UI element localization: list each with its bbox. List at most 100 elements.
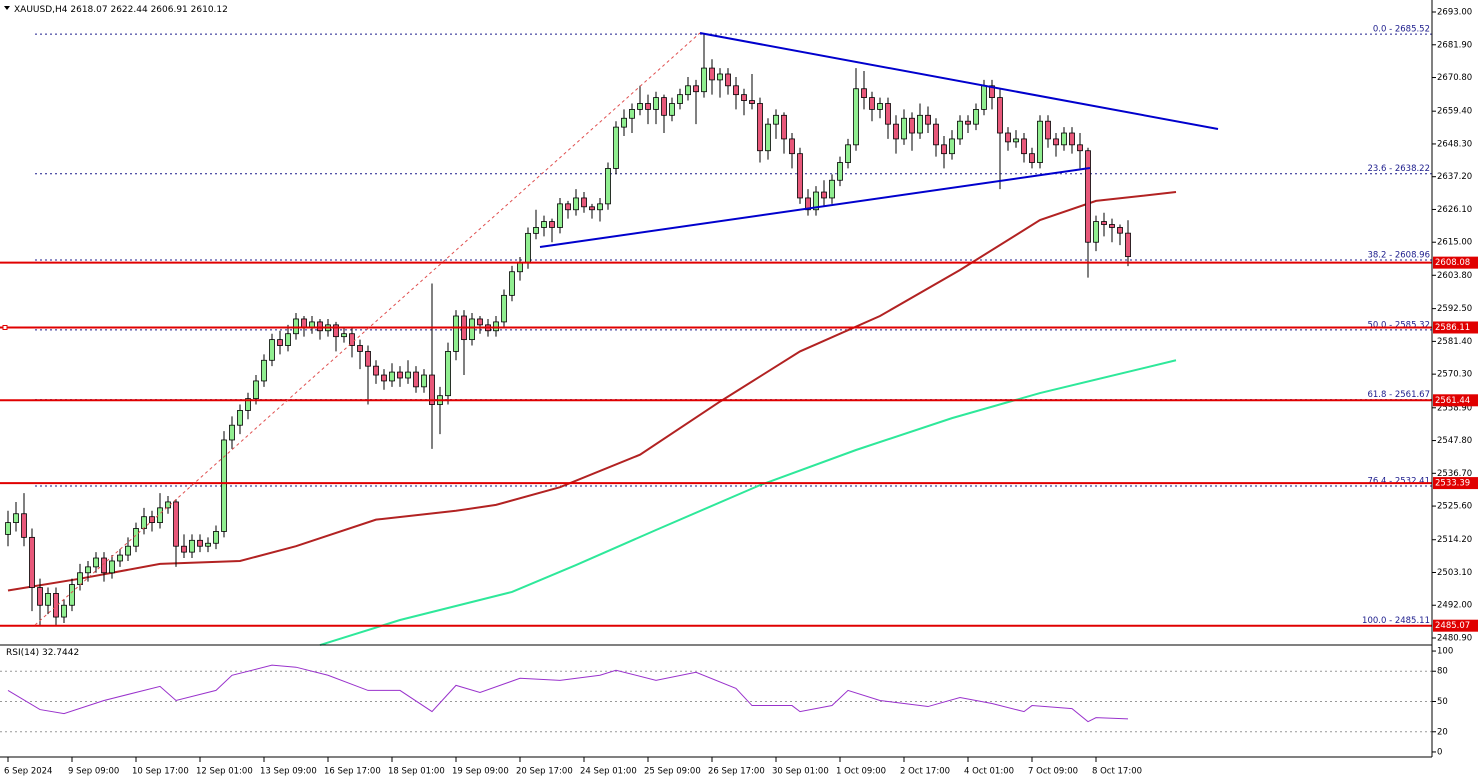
candle-body [53, 593, 59, 618]
candle-body [645, 103, 651, 110]
trend-line [539, 167, 1091, 248]
rsi-tick-label: 20 [1437, 727, 1448, 737]
fib-label: 76.4 - 2532.41 [1367, 476, 1430, 486]
candle-body [29, 536, 35, 588]
candle-body [813, 191, 819, 211]
candle-body [853, 88, 859, 146]
x-tick-label: 18 Sep 01:00 [388, 767, 445, 777]
y-tick-label: 2693.00 [1437, 8, 1472, 18]
rsi-tick-label: 100 [1437, 647, 1453, 657]
trend-line [699, 32, 1219, 130]
y-tick-label: 2615.00 [1437, 238, 1472, 248]
candle-body [141, 516, 147, 529]
x-tick-label: 10 Sep 17:00 [132, 767, 189, 777]
candle-body [525, 232, 531, 264]
candle-body [685, 85, 691, 96]
chart-header: XAUUSD,H4 2618.07 2622.44 2606.91 2610.1… [14, 5, 228, 15]
x-tick-label: 9 Sep 09:00 [68, 767, 119, 777]
candle-body [133, 528, 139, 547]
price-box-label: 2586.11 [1435, 323, 1470, 333]
candle-body [1061, 132, 1067, 146]
candle-body [293, 318, 299, 335]
y-tick-label: 2547.80 [1437, 436, 1472, 446]
candle-body [677, 94, 683, 104]
y-tick-label: 2514.20 [1437, 535, 1472, 545]
candle-body [125, 545, 131, 556]
candle-body [37, 587, 43, 606]
candle-body [205, 542, 211, 547]
candle-body [109, 560, 115, 574]
x-tick-label: 12 Sep 01:00 [196, 767, 253, 777]
x-tick-label: 8 Oct 17:00 [1092, 767, 1142, 777]
candle-body [781, 114, 787, 140]
y-tick-label: 2626.10 [1437, 205, 1472, 215]
y-tick-label: 2648.30 [1437, 139, 1472, 149]
candle-body [709, 67, 715, 81]
x-tick-label: 30 Sep 01:00 [772, 767, 829, 777]
candle-body [421, 374, 427, 388]
price-box-label: 2485.07 [1435, 621, 1470, 631]
candle-body [1109, 224, 1115, 228]
candle-body [605, 168, 611, 205]
candle-body [157, 507, 163, 524]
rsi-tick-label: 0 [1437, 747, 1442, 757]
fib-label: 23.6 - 2638.22 [1367, 164, 1430, 174]
candle-body [909, 117, 915, 134]
candle-body [501, 294, 507, 323]
candle-body [869, 97, 875, 110]
candle-body [1069, 132, 1075, 146]
candle-body [301, 318, 307, 329]
candle-body [1053, 138, 1059, 146]
candle-body [181, 545, 187, 553]
candle-body [765, 123, 771, 152]
candle-body [629, 109, 635, 119]
y-tick-label: 2536.70 [1437, 469, 1472, 479]
candle-body [149, 516, 155, 524]
candle-body [797, 153, 803, 199]
candle-body [429, 374, 435, 405]
price-box [1433, 321, 1478, 334]
candle-body [1077, 144, 1083, 152]
candle-body [1013, 138, 1019, 143]
candle-body [549, 221, 555, 228]
candle-body [661, 97, 667, 116]
candle-body [341, 333, 347, 338]
candle-body [13, 513, 19, 524]
candle-body [117, 554, 123, 562]
candle-body [61, 604, 67, 618]
candle-body [861, 88, 867, 99]
candle-body [269, 339, 275, 361]
fib-base-line [34, 32, 701, 626]
y-tick-label: 2525.60 [1437, 502, 1472, 512]
candle-body [261, 359, 267, 382]
moving-average [319, 359, 1177, 647]
x-tick-label: 19 Sep 09:00 [452, 767, 509, 777]
candle-body [213, 531, 219, 544]
candle-body [757, 103, 763, 152]
fib-label: 61.8 - 2561.67 [1367, 390, 1430, 400]
collapse-icon [4, 6, 10, 10]
candle-body [653, 97, 659, 110]
price-box-label: 2608.08 [1435, 258, 1470, 268]
candle-body [637, 103, 643, 110]
candle-body [221, 439, 227, 532]
candle-body [621, 117, 627, 128]
candle-body [1125, 232, 1131, 258]
x-tick-label: 26 Sep 17:00 [708, 767, 765, 777]
candle-body [717, 73, 723, 81]
x-tick-label: 20 Sep 17:00 [516, 767, 573, 777]
candle-body [5, 522, 11, 535]
candle-body [85, 566, 91, 574]
price-box [1433, 619, 1478, 632]
candle-body [917, 114, 923, 134]
candle-body [93, 557, 99, 568]
candle-body [197, 539, 203, 547]
candle-body [613, 126, 619, 169]
rsi-line [7, 664, 1129, 723]
fib-label: 38.2 - 2608.96 [1367, 251, 1430, 261]
x-tick-label: 2 Oct 17:00 [900, 767, 950, 777]
candle-body [1101, 221, 1107, 225]
candle-body [1085, 150, 1091, 243]
candle-body [1045, 120, 1051, 140]
candle-body [509, 271, 515, 296]
